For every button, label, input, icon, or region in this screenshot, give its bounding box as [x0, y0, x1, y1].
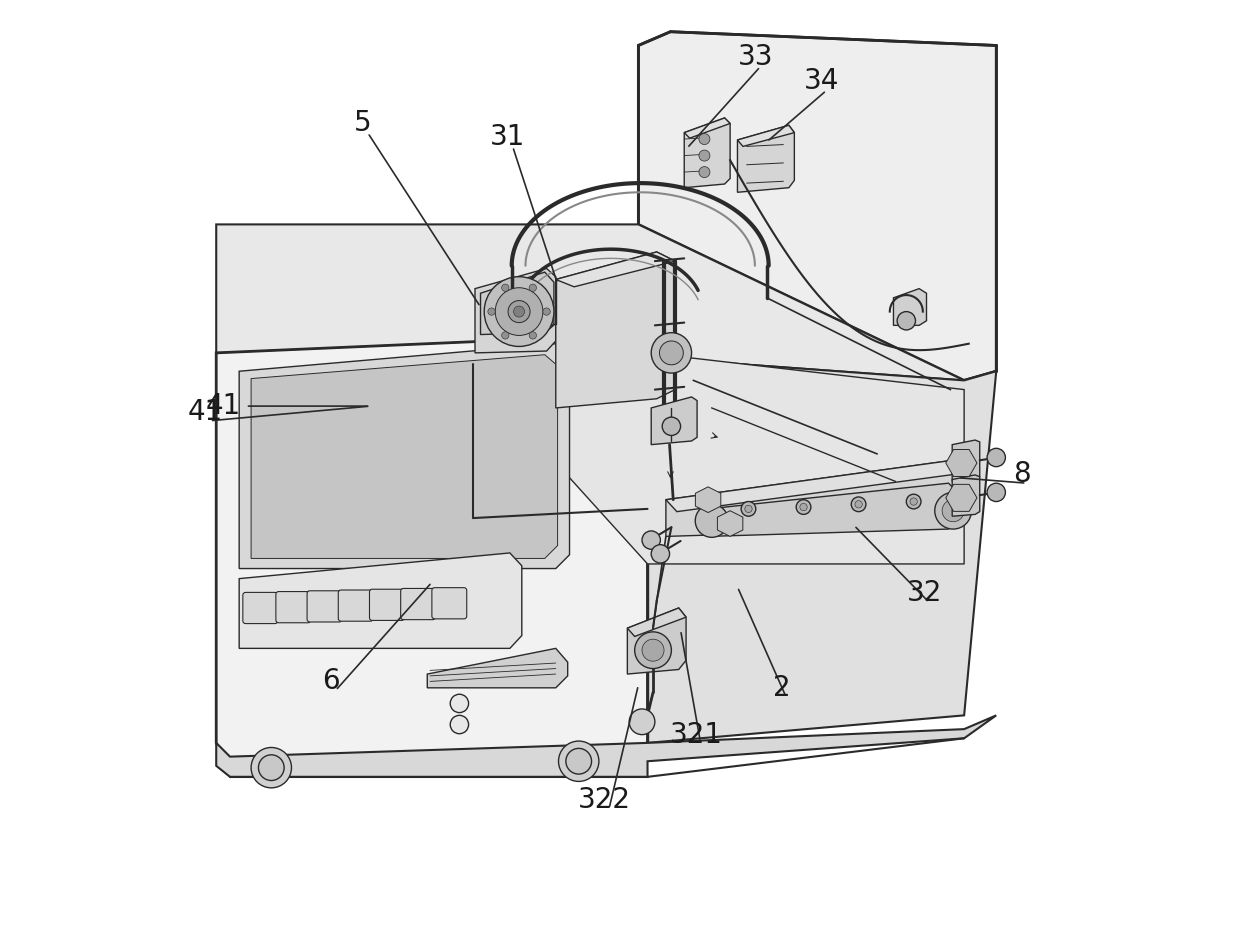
Text: 34: 34 — [805, 68, 839, 95]
Circle shape — [558, 741, 599, 782]
Polygon shape — [627, 608, 686, 674]
Polygon shape — [428, 648, 568, 688]
FancyBboxPatch shape — [370, 589, 404, 620]
Polygon shape — [627, 608, 686, 636]
Circle shape — [854, 501, 862, 508]
Circle shape — [508, 301, 529, 322]
Circle shape — [450, 716, 469, 733]
Polygon shape — [952, 440, 980, 482]
Circle shape — [651, 332, 692, 373]
Circle shape — [502, 332, 508, 339]
Text: 2: 2 — [773, 674, 790, 702]
Circle shape — [629, 709, 655, 734]
Circle shape — [642, 639, 665, 661]
Text: 41: 41 — [205, 392, 241, 420]
Circle shape — [906, 494, 921, 509]
FancyBboxPatch shape — [432, 588, 466, 619]
Circle shape — [910, 498, 918, 506]
Circle shape — [935, 493, 971, 529]
FancyBboxPatch shape — [308, 591, 342, 622]
Circle shape — [662, 417, 681, 435]
Polygon shape — [250, 355, 558, 558]
Polygon shape — [666, 459, 971, 512]
Polygon shape — [651, 397, 697, 444]
FancyBboxPatch shape — [243, 593, 278, 623]
Circle shape — [529, 332, 537, 339]
Text: 41: 41 — [187, 397, 223, 426]
Polygon shape — [684, 118, 730, 138]
Circle shape — [635, 632, 671, 669]
Circle shape — [487, 308, 495, 315]
Circle shape — [742, 502, 756, 516]
Circle shape — [699, 150, 711, 161]
Text: 322: 322 — [578, 786, 631, 814]
Circle shape — [543, 308, 551, 315]
Circle shape — [942, 500, 965, 521]
Circle shape — [495, 288, 543, 335]
Polygon shape — [556, 252, 675, 408]
Polygon shape — [647, 357, 996, 743]
Polygon shape — [474, 353, 965, 564]
Circle shape — [513, 307, 525, 317]
Circle shape — [642, 531, 661, 549]
Polygon shape — [475, 269, 556, 353]
Polygon shape — [718, 511, 743, 536]
Circle shape — [450, 694, 469, 713]
Polygon shape — [946, 484, 977, 511]
Circle shape — [565, 748, 591, 774]
Circle shape — [502, 284, 508, 292]
Circle shape — [800, 504, 807, 511]
Circle shape — [529, 284, 537, 292]
Text: 6: 6 — [322, 668, 340, 695]
Circle shape — [484, 277, 554, 346]
FancyBboxPatch shape — [275, 592, 311, 623]
Circle shape — [699, 133, 711, 144]
Circle shape — [987, 483, 1006, 502]
Polygon shape — [481, 272, 554, 334]
Circle shape — [696, 505, 728, 537]
Circle shape — [987, 448, 1006, 467]
Polygon shape — [216, 334, 647, 761]
Text: 8: 8 — [1013, 460, 1030, 488]
Circle shape — [250, 747, 291, 788]
FancyBboxPatch shape — [339, 590, 373, 621]
Circle shape — [796, 500, 811, 514]
Text: 33: 33 — [738, 44, 774, 71]
Polygon shape — [239, 344, 569, 569]
Polygon shape — [556, 252, 675, 287]
FancyBboxPatch shape — [401, 588, 435, 619]
Circle shape — [258, 755, 284, 781]
Polygon shape — [696, 487, 720, 513]
Circle shape — [897, 311, 915, 330]
Polygon shape — [639, 31, 996, 381]
Polygon shape — [946, 449, 977, 477]
Polygon shape — [216, 716, 996, 777]
Polygon shape — [738, 125, 795, 146]
Text: 321: 321 — [670, 720, 723, 748]
Polygon shape — [684, 118, 730, 188]
Circle shape — [745, 506, 753, 513]
Polygon shape — [708, 483, 957, 536]
Circle shape — [651, 544, 670, 563]
Text: 31: 31 — [490, 123, 526, 151]
Polygon shape — [216, 224, 965, 381]
Text: 5: 5 — [355, 109, 372, 137]
Polygon shape — [738, 125, 795, 193]
Circle shape — [851, 497, 866, 512]
Polygon shape — [239, 553, 522, 648]
Polygon shape — [952, 475, 980, 516]
Polygon shape — [666, 459, 971, 536]
Polygon shape — [894, 289, 926, 325]
Text: 32: 32 — [906, 580, 942, 607]
Circle shape — [699, 167, 711, 178]
Circle shape — [660, 341, 683, 365]
